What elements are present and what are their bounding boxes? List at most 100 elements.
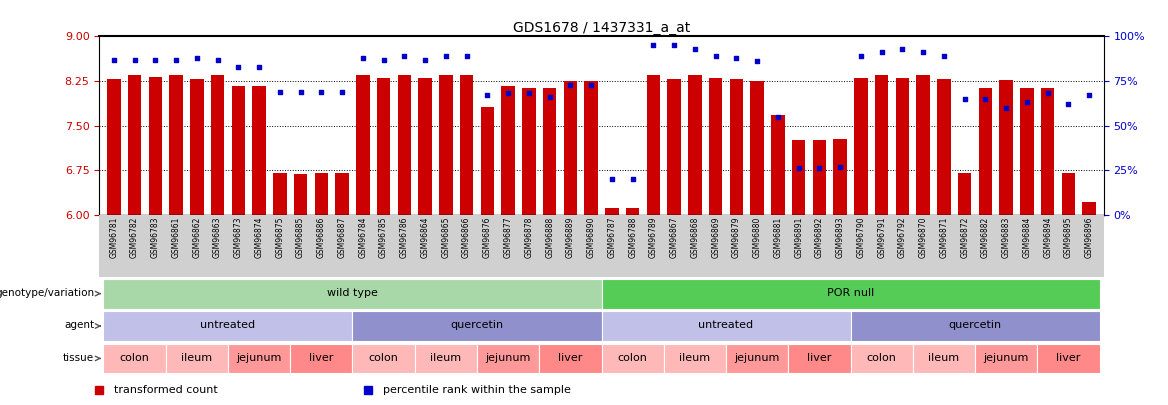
Bar <box>104 343 166 373</box>
Text: GSM96893: GSM96893 <box>835 217 844 258</box>
Bar <box>602 311 850 341</box>
Bar <box>252 86 266 215</box>
Bar <box>356 75 369 215</box>
Point <box>624 176 642 182</box>
Bar <box>854 78 868 215</box>
Bar <box>377 78 390 215</box>
Text: GSM96867: GSM96867 <box>669 217 679 258</box>
Bar <box>958 173 972 215</box>
Point <box>125 56 144 63</box>
Bar <box>626 207 639 215</box>
Bar <box>709 78 723 215</box>
Bar <box>850 343 913 373</box>
Text: untreated: untreated <box>201 320 256 330</box>
Text: GSM96781: GSM96781 <box>110 217 118 258</box>
Text: liver: liver <box>310 353 334 363</box>
Bar <box>273 173 286 215</box>
Text: POR null: POR null <box>827 288 874 298</box>
Bar <box>460 75 473 215</box>
Bar <box>415 343 477 373</box>
Point <box>851 53 870 59</box>
Bar <box>228 343 290 373</box>
Bar <box>1020 87 1034 215</box>
Text: GSM96894: GSM96894 <box>1043 217 1052 258</box>
Text: GSM96862: GSM96862 <box>193 217 201 258</box>
Bar <box>480 107 494 215</box>
Bar <box>1041 87 1055 215</box>
Bar <box>501 86 515 215</box>
Text: genotype/variation: genotype/variation <box>0 288 95 298</box>
Point <box>167 56 186 63</box>
Text: GSM96868: GSM96868 <box>690 217 700 258</box>
Text: colon: colon <box>867 353 897 363</box>
Bar <box>397 75 411 215</box>
Point <box>104 56 123 63</box>
Bar <box>834 139 847 215</box>
Bar <box>1037 343 1099 373</box>
Point <box>582 81 600 88</box>
Bar <box>788 343 850 373</box>
Text: GSM96863: GSM96863 <box>213 217 222 258</box>
Point <box>665 42 683 49</box>
Bar <box>850 311 1099 341</box>
Text: GSM96786: GSM96786 <box>399 217 409 258</box>
Bar <box>335 173 349 215</box>
Point <box>934 53 953 59</box>
Point <box>707 53 725 59</box>
Point <box>1059 101 1078 107</box>
Point <box>894 46 912 52</box>
Bar <box>564 81 577 215</box>
Text: jejunum: jejunum <box>983 353 1029 363</box>
Point <box>1017 99 1036 106</box>
Text: liver: liver <box>558 353 583 363</box>
Bar <box>353 311 602 341</box>
Point <box>811 165 829 172</box>
Text: GSM96782: GSM96782 <box>130 217 139 258</box>
Text: colon: colon <box>119 353 150 363</box>
Text: GSM96870: GSM96870 <box>919 217 927 258</box>
Text: GSM96792: GSM96792 <box>898 217 906 258</box>
Text: GSM96895: GSM96895 <box>1064 217 1073 258</box>
Bar <box>605 207 619 215</box>
Point <box>499 90 517 97</box>
Bar <box>937 79 951 215</box>
Bar <box>730 79 743 215</box>
Bar <box>917 75 930 215</box>
Bar <box>439 75 453 215</box>
Text: GSM96866: GSM96866 <box>463 217 471 258</box>
Text: ileum: ileum <box>430 353 461 363</box>
Text: GSM96890: GSM96890 <box>586 217 596 258</box>
Bar <box>750 81 764 215</box>
Text: GSM96876: GSM96876 <box>482 217 492 258</box>
Bar <box>314 173 328 215</box>
Bar <box>166 343 228 373</box>
Text: GSM96878: GSM96878 <box>524 217 534 258</box>
Text: GSM96787: GSM96787 <box>607 217 617 258</box>
Text: GSM96785: GSM96785 <box>380 217 388 258</box>
Point <box>291 88 310 95</box>
Bar <box>667 79 681 215</box>
Bar <box>522 87 536 215</box>
Title: GDS1678 / 1437331_a_at: GDS1678 / 1437331_a_at <box>513 21 690 35</box>
Bar <box>353 343 415 373</box>
Point <box>208 56 227 63</box>
Point <box>872 49 891 56</box>
Text: percentile rank within the sample: percentile rank within the sample <box>383 385 571 395</box>
Bar <box>418 78 432 215</box>
Text: GSM96892: GSM96892 <box>815 217 823 258</box>
Bar <box>726 343 788 373</box>
Text: quercetin: quercetin <box>451 320 503 330</box>
Point <box>644 42 662 49</box>
Text: GSM96889: GSM96889 <box>565 217 575 258</box>
Point <box>333 88 352 95</box>
Bar <box>1083 202 1096 215</box>
Point <box>686 46 704 52</box>
Text: GSM96869: GSM96869 <box>711 217 721 258</box>
Point <box>955 96 974 102</box>
Bar <box>1000 81 1013 215</box>
Text: untreated: untreated <box>698 320 753 330</box>
Point <box>748 58 766 65</box>
Bar <box>543 87 556 215</box>
Bar <box>169 75 183 215</box>
Text: liver: liver <box>1056 353 1080 363</box>
